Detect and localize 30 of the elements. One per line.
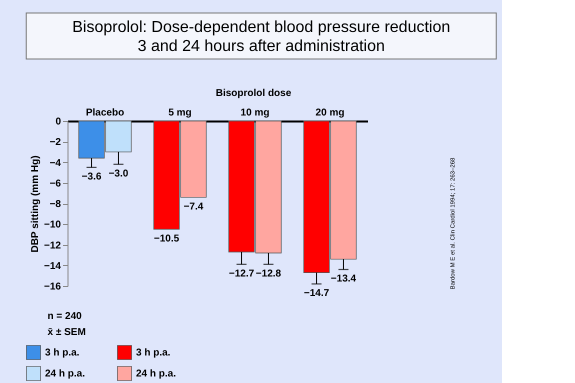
x-tick-label: Placebo — [86, 108, 124, 118]
data-label: −10.5 — [154, 233, 180, 244]
y-tick-label: −4 — [50, 158, 62, 169]
text: Bisoprolol dose — [216, 88, 292, 99]
text: x̄ ± SEM — [48, 327, 86, 338]
y-tick-label: −10 — [44, 220, 62, 231]
x-tick-label: 10 mg — [240, 108, 270, 118]
y-tick-label: −6 — [50, 178, 62, 190]
data-label: −12.8 — [256, 268, 282, 280]
y-tick-label: −14 — [44, 260, 62, 272]
data-label: −3.6 — [82, 171, 102, 182]
x-tick-label: 20 mg — [316, 108, 344, 118]
y-tick-label: 0 — [55, 116, 62, 128]
y-tick-label: −16 — [44, 282, 62, 292]
data-label: −3.0 — [108, 168, 129, 180]
data-label: −13.4 — [330, 274, 357, 284]
y-tick-label: −2 — [50, 137, 62, 148]
y-tick-label: −12 — [44, 240, 62, 252]
data-label: −12.7 — [228, 268, 255, 280]
data-label: −7.4 — [184, 201, 204, 212]
x-tick-label: 5 mg — [168, 108, 192, 118]
y-tick-label: −8 — [50, 199, 62, 210]
data-label: −14.7 — [304, 288, 330, 299]
chart-title: Bisoprolol: Dose-dependent blood pressure reduction 3 and 24 hours after administration — [72, 19, 450, 55]
y-axis-title: DBP sitting (mm Hg) — [30, 155, 42, 253]
text: n = 240 — [48, 311, 82, 322]
legend-label: 24 h p.a. — [136, 368, 176, 380]
legend-label: 3 h p.a. — [136, 348, 171, 359]
legend-label: 3 h p.a. — [45, 348, 80, 359]
legend-label: 24 h p.a. — [45, 368, 86, 380]
